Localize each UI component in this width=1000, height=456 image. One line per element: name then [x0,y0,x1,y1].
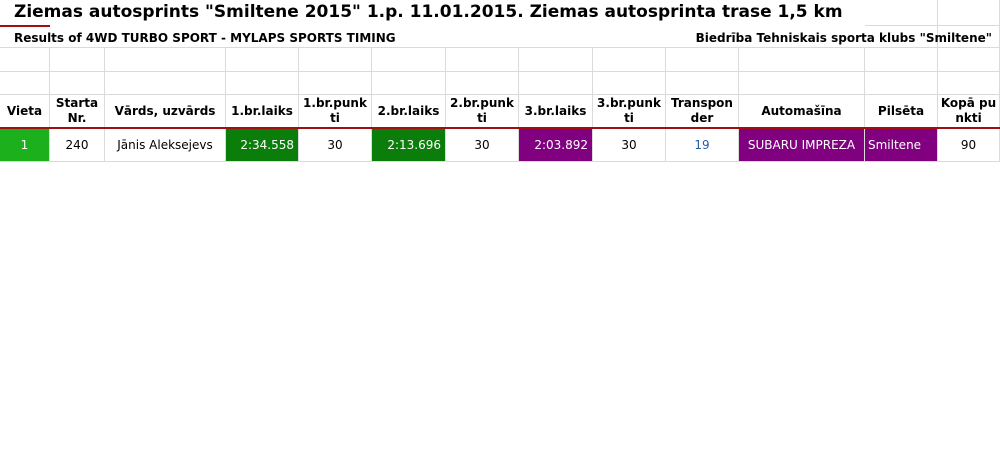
grid-cell [865,0,938,26]
header-rule [0,127,1000,129]
table-cell: 19 [666,129,739,162]
grid-cell [446,48,519,72]
grid-cell [372,48,446,72]
title: Ziemas autosprints "Smiltene 2015" 1.p. … [14,2,843,22]
grid-cell [226,72,299,95]
column-header: Vārds, uzvārds [105,95,226,128]
column-header: Automašīna [739,95,865,128]
subtitle-right: Biedrība Tehniskais sporta klubs "Smilte… [695,31,992,45]
grid-cell [938,72,1000,95]
column-header: 1.br.laiks [226,95,299,128]
column-header: Starta Nr. [50,95,105,128]
column-header: Pilsēta [865,95,938,128]
column-header: Transponder [666,95,739,128]
grid-cell [50,72,105,95]
table-cell: 2:13.696 [372,129,446,162]
column-header: Vieta [0,95,50,128]
grid-cell [0,72,50,95]
grid-cell [50,48,105,72]
grid-cell [105,48,226,72]
column-header: 3.br.punkti [593,95,666,128]
grid-cell [0,48,50,72]
column-header: 1.br.punkti [299,95,372,128]
table-cell: 1 [0,129,50,162]
grid-cell [865,48,938,72]
grid-cell [593,72,666,95]
table-cell: 30 [446,129,519,162]
table-cell: 30 [299,129,372,162]
grid-cell [938,0,1000,26]
grid-cell [299,48,372,72]
table-cell: 2:03.892 [519,129,593,162]
grid-cell [666,48,739,72]
grid-cell [666,72,739,95]
grid-cell [105,72,226,95]
grid-cell [739,72,865,95]
grid-cell [938,48,1000,72]
grid-cell [226,48,299,72]
title-underline [0,25,50,27]
table-cell: 30 [593,129,666,162]
subtitle-left: Results of 4WD TURBO SPORT - MYLAPS SPOR… [14,31,396,45]
grid-cell [739,48,865,72]
grid-cell [519,48,593,72]
column-header: Kopā punkti [938,95,1000,128]
table-cell: SUBARU IMPREZA [739,129,865,162]
grid-cell [372,72,446,95]
grid-cell [593,48,666,72]
grid-cell [299,72,372,95]
column-header: 3.br.laiks [519,95,593,128]
table-cell: Jānis Aleksejevs [105,129,226,162]
table-cell: Smiltene [865,129,938,162]
column-header: 2.br.laiks [372,95,446,128]
grid-cell [865,72,938,95]
grid-cell [446,72,519,95]
grid-cell [865,26,938,48]
column-header: 2.br.punkti [446,95,519,128]
table-cell: 240 [50,129,105,162]
grid-cell [519,72,593,95]
table-cell: 90 [938,129,1000,162]
grid-row [0,26,1000,48]
table-cell: 2:34.558 [226,129,299,162]
